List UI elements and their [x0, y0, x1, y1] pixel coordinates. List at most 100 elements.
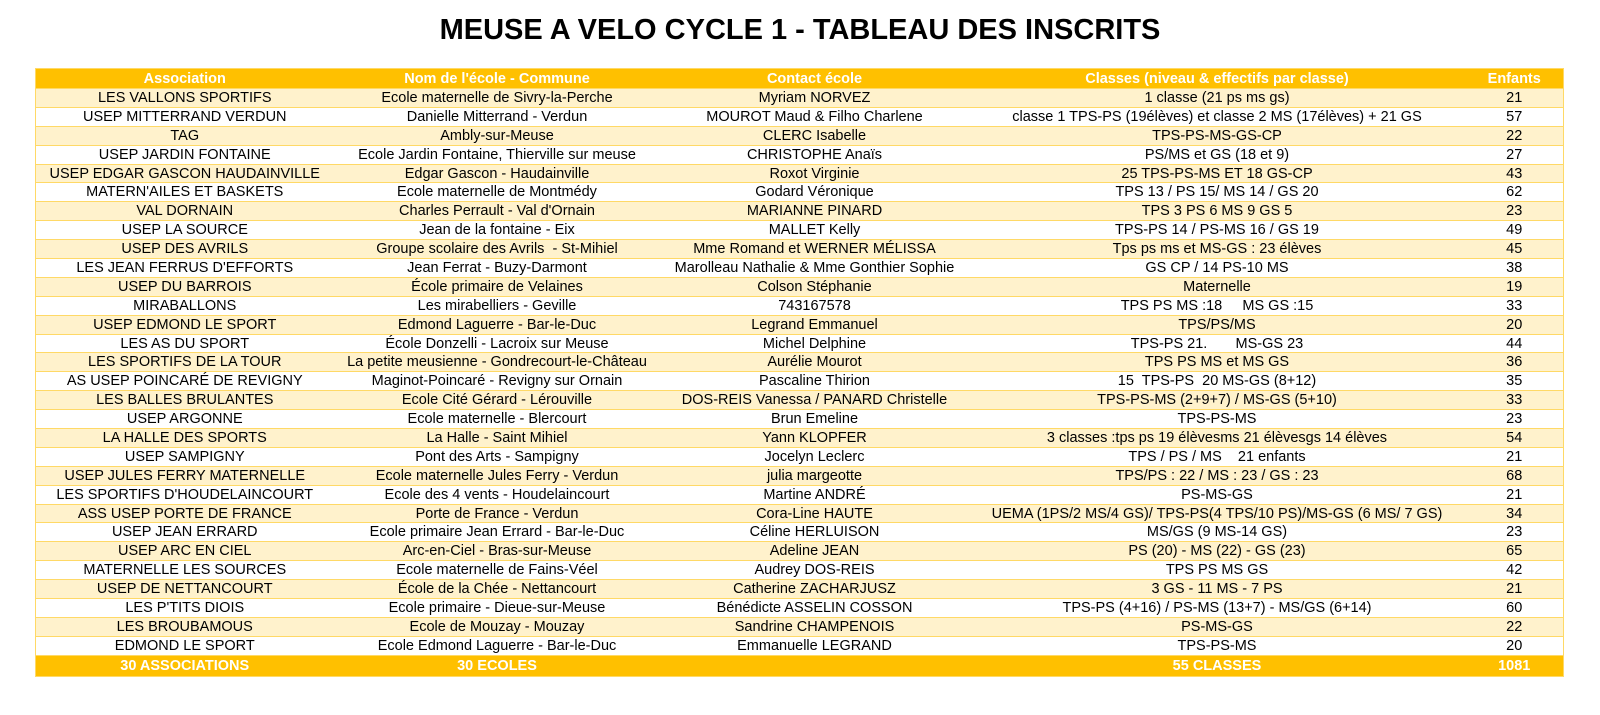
enfants-cell: 21 — [1465, 579, 1564, 600]
total-enfants: 1081 — [1465, 654, 1564, 677]
registrations-table: Association Nom de l'école - Commune Conta… — [35, 68, 1564, 677]
table-row: TAG Ambly-sur-Meuse CLERC Isabelle TPS-PS-M… — [35, 125, 1564, 146]
association-cell: ASS USEP PORTE DE FRANCE — [35, 503, 334, 524]
table-row: USEP DU BARROIS École primaire de Velaine… — [35, 276, 1564, 297]
classes-cell: PS-MS-GS — [968, 616, 1466, 637]
enfants-cell: 44 — [1465, 333, 1564, 354]
table-row: USEP LA SOURCE Jean de la fontaine - Eix M… — [35, 220, 1564, 241]
ecole-cell: Ecole maternelle Jules Ferry - Verdun — [333, 465, 661, 486]
classes-cell: TPS/PS/MS — [968, 314, 1466, 335]
table-row: USEP EDGAR GASCON HAUDAINVILLE Edgar Gasc… — [35, 163, 1564, 184]
table-row: USEP DES AVRILS Groupe scolaire des Avril… — [35, 239, 1564, 260]
enfants-cell: 21 — [1465, 446, 1564, 467]
table-row: LA HALLE DES SPORTS La Halle - Saint Mihi… — [35, 428, 1564, 448]
ecole-cell: La petite meusienne - Gondrecourt-le-Châ… — [333, 352, 661, 373]
contact-cell: Audrey DOS-REIS — [660, 560, 969, 581]
ecole-cell: École Donzelli - Lacroix sur Meuse — [333, 333, 661, 354]
ecole-cell: Ecole primaire Jean Errard - Bar-le-Duc — [333, 522, 661, 543]
contact-cell: Godard Véronique — [660, 182, 969, 203]
total-ecoles: 30 ECOLES — [333, 654, 661, 677]
ecole-cell: Danielle Mitterrand - Verdun — [333, 106, 661, 127]
table-row: USEP JEAN ERRARD Ecole primaire Jean Erra… — [35, 522, 1564, 543]
ecole-cell: Porte de France - Verdun — [333, 503, 661, 524]
association-cell: USEP ARC EN CIEL — [35, 541, 334, 562]
ecole-cell: Jean Ferrat - Buzy-Darmont — [333, 258, 661, 278]
association-cell: USEP JEAN ERRARD — [35, 522, 334, 543]
enfants-cell: 22 — [1465, 616, 1564, 637]
ecole-cell: Pont des Arts - Sampigny — [333, 446, 661, 467]
contact-cell: Legrand Emmanuel — [660, 314, 969, 335]
enfants-cell: 23 — [1465, 522, 1564, 543]
classes-cell: TPS 13 / PS 15/ MS 14 / GS 20 — [968, 182, 1466, 203]
contact-cell: Aurélie Mourot — [660, 352, 969, 373]
association-cell: AS USEP POINCARÉ DE REVIGNY — [35, 371, 334, 392]
association-cell: USEP DES AVRILS — [35, 239, 334, 260]
table-row: LES SPORTIFS DE LA TOUR La petite meusien… — [35, 352, 1564, 373]
ecole-cell: Ecole Edmond Laguerre - Bar-le-Duc — [333, 635, 661, 656]
column-header: Association — [35, 68, 334, 89]
ecole-cell: Arc-en-Ciel - Bras-sur-Meuse — [333, 541, 661, 562]
ecole-cell: Ecole primaire - Dieue-sur-Meuse — [333, 598, 661, 618]
enfants-cell: 35 — [1465, 371, 1564, 392]
contact-cell: Colson Stéphanie — [660, 276, 969, 297]
contact-cell: 743167578 — [660, 295, 969, 316]
association-cell: LES BALLES BRULANTES — [35, 390, 334, 411]
contact-cell: Céline HERLUISON — [660, 522, 969, 543]
total-row: 30 ASSOCIATIONS 30 ECOLES 55 CLASSES 108… — [35, 654, 1564, 677]
contact-cell: Emmanuelle LEGRAND — [660, 635, 969, 656]
classes-cell: PS (20) - MS (22) - GS (23) — [968, 541, 1466, 562]
enfants-cell: 49 — [1465, 220, 1564, 241]
association-cell: MATERN'AILES ET BASKETS — [35, 182, 334, 203]
ecole-cell: Edgar Gascon - Haudainville — [333, 163, 661, 184]
enfants-cell: 36 — [1465, 352, 1564, 373]
ecole-cell: Ecole des 4 vents - Houdelaincourt — [333, 484, 661, 505]
classes-cell: Tps ps ms et MS-GS : 23 élèves — [968, 239, 1466, 260]
classes-cell: 15 TPS-PS 20 MS-GS (8+12) — [968, 371, 1466, 392]
enfants-cell: 33 — [1465, 295, 1564, 316]
classes-cell: Maternelle — [968, 276, 1466, 297]
enfants-cell: 27 — [1465, 144, 1564, 165]
contact-cell: Catherine ZACHARJUSZ — [660, 579, 969, 600]
ecole-cell: Ecole maternelle de Fains-Véel — [333, 560, 661, 581]
contact-cell: Michel Delphine — [660, 333, 969, 354]
contact-cell: julia margeotte — [660, 465, 969, 486]
ecole-cell: Ecole Jardin Fontaine, Thierville sur me… — [333, 144, 661, 165]
table-row: LES JEAN FERRUS D'EFFORTS Jean Ferrat - B… — [35, 258, 1564, 278]
contact-cell: Myriam NORVEZ — [660, 88, 969, 108]
association-cell: USEP DE NETTANCOURT — [35, 579, 334, 600]
association-cell: LES BROUBAMOUS — [35, 616, 334, 637]
table-row: USEP ARGONNE Ecole maternelle - Blercourt… — [35, 409, 1564, 430]
classes-cell: TPS PS MS et MS GS — [968, 352, 1466, 373]
ecole-cell: Maginot-Poincaré - Revigny sur Ornain — [333, 371, 661, 392]
association-cell: LES JEAN FERRUS D'EFFORTS — [35, 258, 334, 278]
empty-cell — [660, 654, 969, 677]
association-cell: USEP JARDIN FONTAINE — [35, 144, 334, 165]
table-row: USEP JULES FERRY MATERNELLE Ecole materne… — [35, 465, 1564, 486]
contact-cell: MARIANNE PINARD — [660, 201, 969, 222]
classes-cell: TPS-PS (4+16) / PS-MS (13+7) - MS/GS (6+… — [968, 598, 1466, 618]
classes-cell: TPS-PS-MS (2+9+7) / MS-GS (5+10) — [968, 390, 1466, 411]
enfants-cell: 20 — [1465, 635, 1564, 656]
enfants-cell: 19 — [1465, 276, 1564, 297]
association-cell: USEP EDMOND LE SPORT — [35, 314, 334, 335]
table-row: USEP MITTERRAND VERDUN Danielle Mitterran… — [35, 106, 1564, 127]
table-row: USEP SAMPIGNY Pont des Arts - Sampigny Joc… — [35, 446, 1564, 467]
enfants-cell: 23 — [1465, 409, 1564, 430]
ecole-cell: La Halle - Saint Mihiel — [333, 428, 661, 448]
classes-cell: 1 classe (21 ps ms gs) — [968, 88, 1466, 108]
enfants-cell: 45 — [1465, 239, 1564, 260]
classes-cell: TPS-PS 14 / PS-MS 16 / GS 19 — [968, 220, 1466, 241]
association-cell: USEP JULES FERRY MATERNELLE — [35, 465, 334, 486]
classes-cell: TPS/PS : 22 / MS : 23 / GS : 23 — [968, 465, 1466, 486]
enfants-cell: 20 — [1465, 314, 1564, 335]
classes-cell: PS/MS et GS (18 et 9) — [968, 144, 1466, 165]
ecole-cell: Ecole maternelle de Sivry-la-Perche — [333, 88, 661, 108]
table-row: LES P'TITS DIOIS Ecole primaire - Dieue-s… — [35, 598, 1564, 618]
ecole-cell: Groupe scolaire des Avrils - St-Mihiel — [333, 239, 661, 260]
table-row: AS USEP POINCARÉ DE REVIGNY Maginot-Poinc… — [35, 371, 1564, 392]
enfants-cell: 43 — [1465, 163, 1564, 184]
table-row: VAL DORNAIN Charles Perrault - Val d'Orna… — [35, 201, 1564, 222]
association-cell: USEP ARGONNE — [35, 409, 334, 430]
association-cell: USEP MITTERRAND VERDUN — [35, 106, 334, 127]
contact-cell: DOS-REIS Vanessa / PANARD Christelle — [660, 390, 969, 411]
